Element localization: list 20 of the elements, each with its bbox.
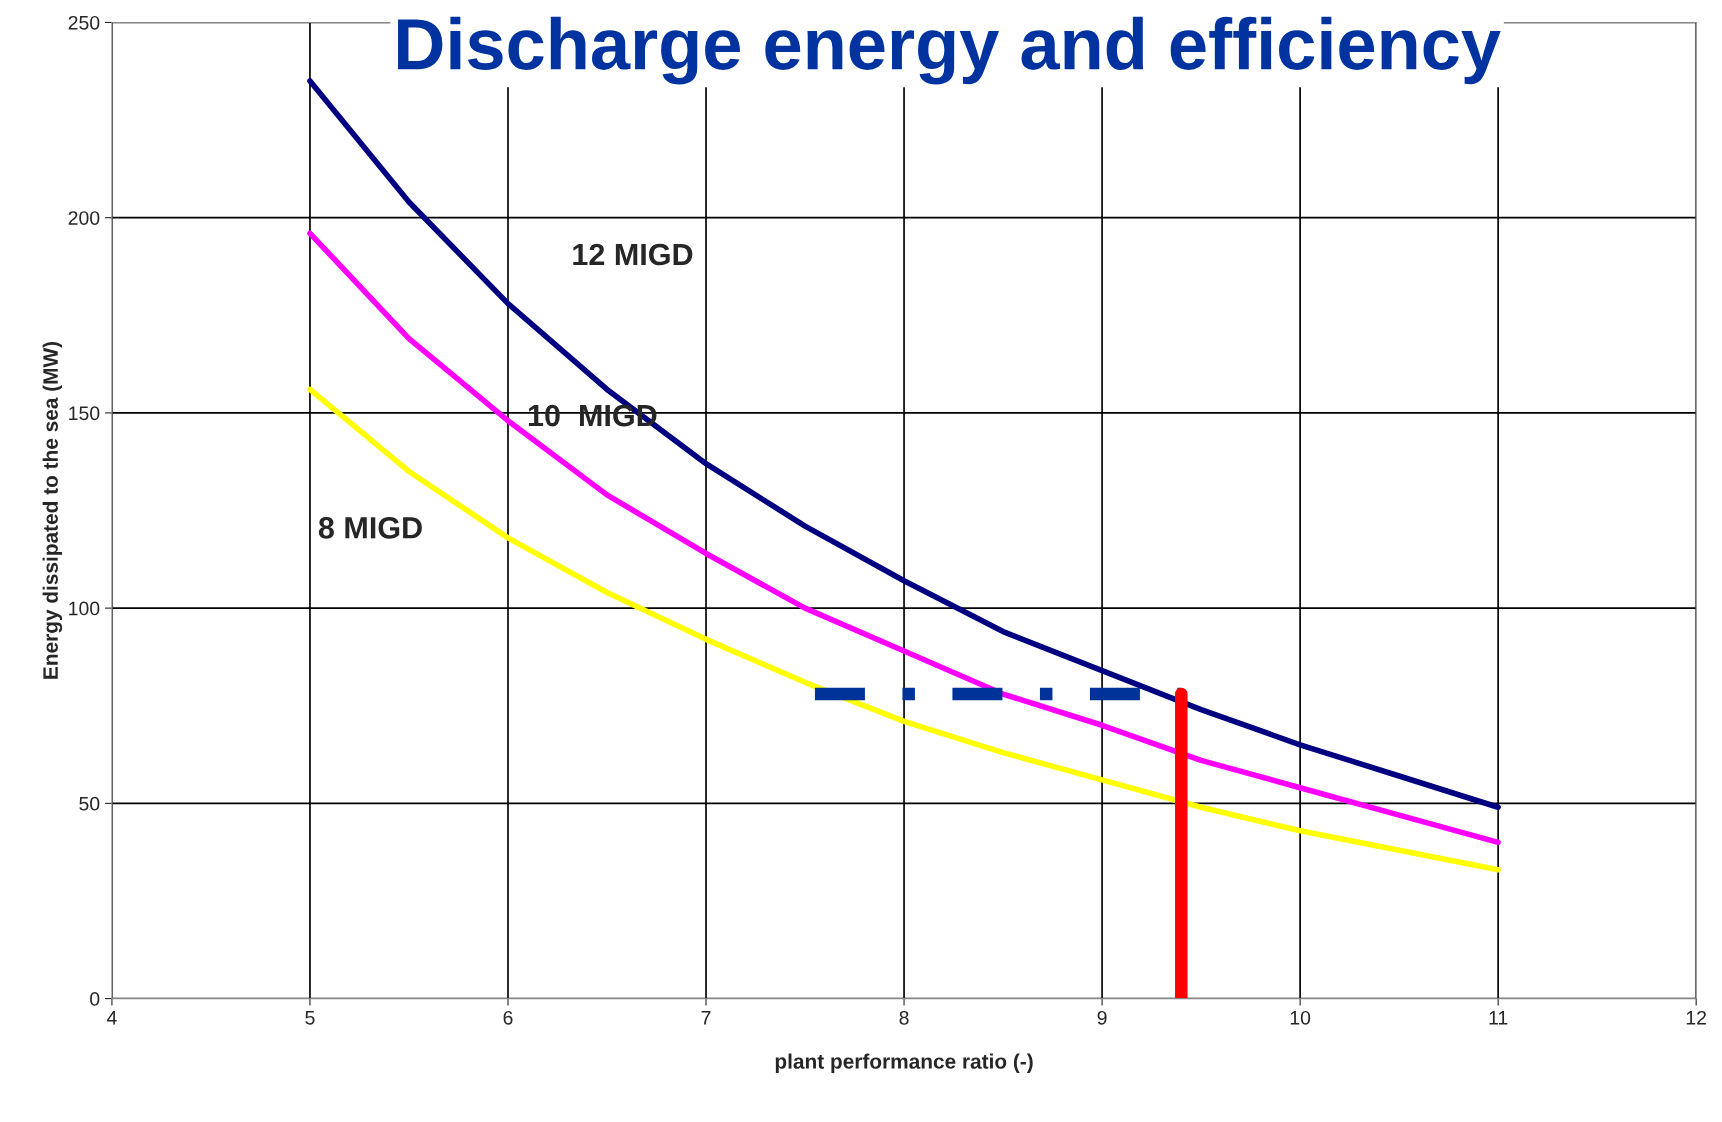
annotation: 12 MIGD bbox=[573, 243, 693, 266]
x-tick-label: 6 bbox=[503, 1010, 513, 1025]
y-tick-label: 150 bbox=[69, 406, 100, 421]
y-axis-title: Energy dissipated to the sea (MW) bbox=[42, 341, 63, 679]
x-tick-label: 5 bbox=[305, 1011, 315, 1025]
y-tick-label: 200 bbox=[68, 211, 100, 225]
x-axis-title: plant performance ratio (-) bbox=[775, 1053, 1033, 1073]
x-tick-label: 10 bbox=[1290, 1010, 1311, 1025]
y-tick-label: 100 bbox=[69, 601, 100, 616]
x-tick-label: 4 bbox=[106, 1011, 117, 1025]
x-tick-label: 12 bbox=[1686, 1010, 1707, 1025]
x-tick-label: 11 bbox=[1489, 1011, 1508, 1025]
x-tick-label: 8 bbox=[899, 1010, 909, 1025]
x-tick-label: 7 bbox=[701, 1011, 711, 1025]
annotation: 8 MIGD bbox=[318, 517, 422, 539]
y-tick-label: 250 bbox=[68, 15, 100, 30]
y-tick-label: 0 bbox=[90, 992, 100, 1006]
x-tick-label: 9 bbox=[1097, 1010, 1107, 1025]
y-tick-label: 50 bbox=[79, 796, 100, 811]
chart-title: Discharge energy and efficiency bbox=[398, 16, 1501, 85]
